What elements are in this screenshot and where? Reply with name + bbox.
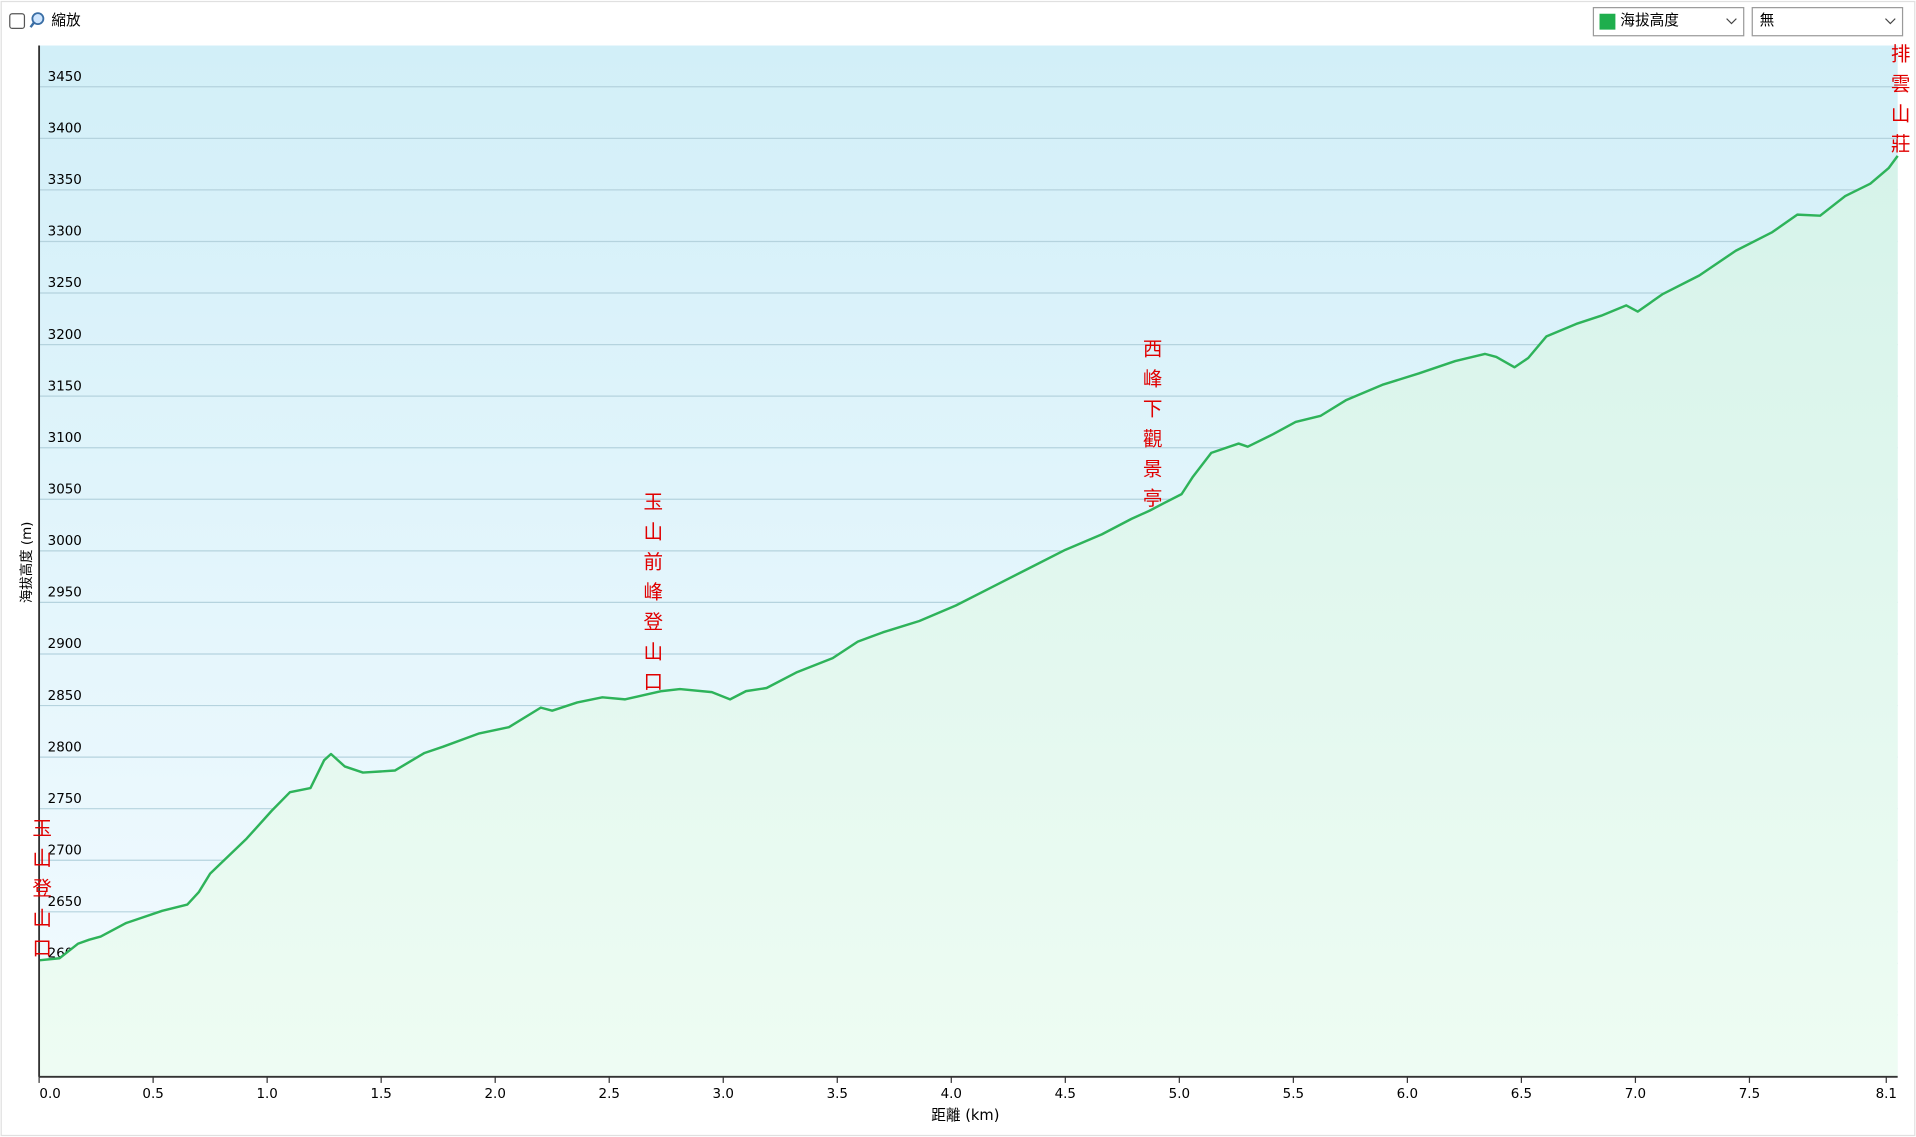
x-tick-label: 7.5 [1739, 1087, 1760, 1102]
x-tick-label: 5.5 [1283, 1087, 1304, 1102]
x-tick-label: 5.0 [1169, 1087, 1190, 1102]
x-tick-label: 4.0 [941, 1087, 962, 1102]
y-tick-label: 3450 [48, 70, 82, 85]
y-tick-label: 2900 [48, 637, 82, 652]
metric-swatch [1599, 13, 1616, 30]
y-tick-label: 2700 [48, 843, 82, 858]
y-tick-label: 3350 [48, 173, 82, 188]
zoom-label: 縮放 [51, 12, 81, 29]
y-tick-label: 2850 [48, 689, 82, 704]
x-tick-label: 1.5 [370, 1087, 391, 1102]
x-axis-title: 距離 (km) [931, 1106, 999, 1124]
chevron [1726, 18, 1737, 25]
metric-select-text: 海拔高度 [1620, 12, 1679, 29]
chevron [1885, 18, 1896, 25]
annotation: 玉山前峰登山口 [640, 491, 663, 701]
x-tick-label: 2.0 [485, 1087, 506, 1102]
elevation-line [38, 155, 1899, 962]
annotation: 玉山登山口 [29, 818, 52, 968]
y-tick-label: 2750 [48, 792, 82, 807]
y-tick-label: 3150 [48, 379, 82, 394]
y-tick-label: 3200 [48, 328, 82, 343]
overlay-select-text: 無 [1760, 12, 1775, 29]
x-tick-label: 7.0 [1625, 1087, 1646, 1102]
y-tick-label: 2950 [48, 586, 82, 601]
y-tick-label: 3000 [48, 534, 82, 549]
x-tick-label: 8.1 [1876, 1087, 1897, 1102]
x-tick-label: 6.0 [1397, 1087, 1418, 1102]
x-tick-label: 2.5 [599, 1087, 620, 1102]
zoom-checkbox[interactable] [9, 13, 26, 30]
elevation-area [39, 155, 1898, 1077]
y-tick-label: 3400 [48, 122, 82, 137]
x-tick-label: 1.0 [256, 1087, 277, 1102]
metric-select[interactable] [1592, 7, 1745, 37]
y-tick-label: 3300 [48, 225, 82, 240]
x-tick-label: 0.5 [142, 1087, 163, 1102]
y-tick-label: 3100 [48, 431, 82, 446]
annotation: 排雲山莊 [1887, 43, 1910, 163]
x-tick-label: 0.0 [39, 1087, 60, 1102]
y-axis-title: 海拔高度 (m) [18, 522, 35, 604]
overlay-select[interactable] [1751, 7, 1904, 37]
zoom-icon [31, 12, 45, 26]
y-tick-label: 2800 [48, 740, 82, 755]
y-tick-label: 2650 [48, 895, 82, 910]
x-tick-label: 6.5 [1511, 1087, 1532, 1102]
y-tick-label: 3250 [48, 276, 82, 291]
x-tick-label: 4.5 [1055, 1087, 1076, 1102]
x-tick-label: 3.0 [713, 1087, 734, 1102]
y-tick-label: 3050 [48, 483, 82, 498]
annotation: 西峰下觀景亭 [1139, 338, 1162, 518]
zoom-icon-handle [29, 21, 36, 28]
x-tick-label: 3.5 [827, 1087, 848, 1102]
